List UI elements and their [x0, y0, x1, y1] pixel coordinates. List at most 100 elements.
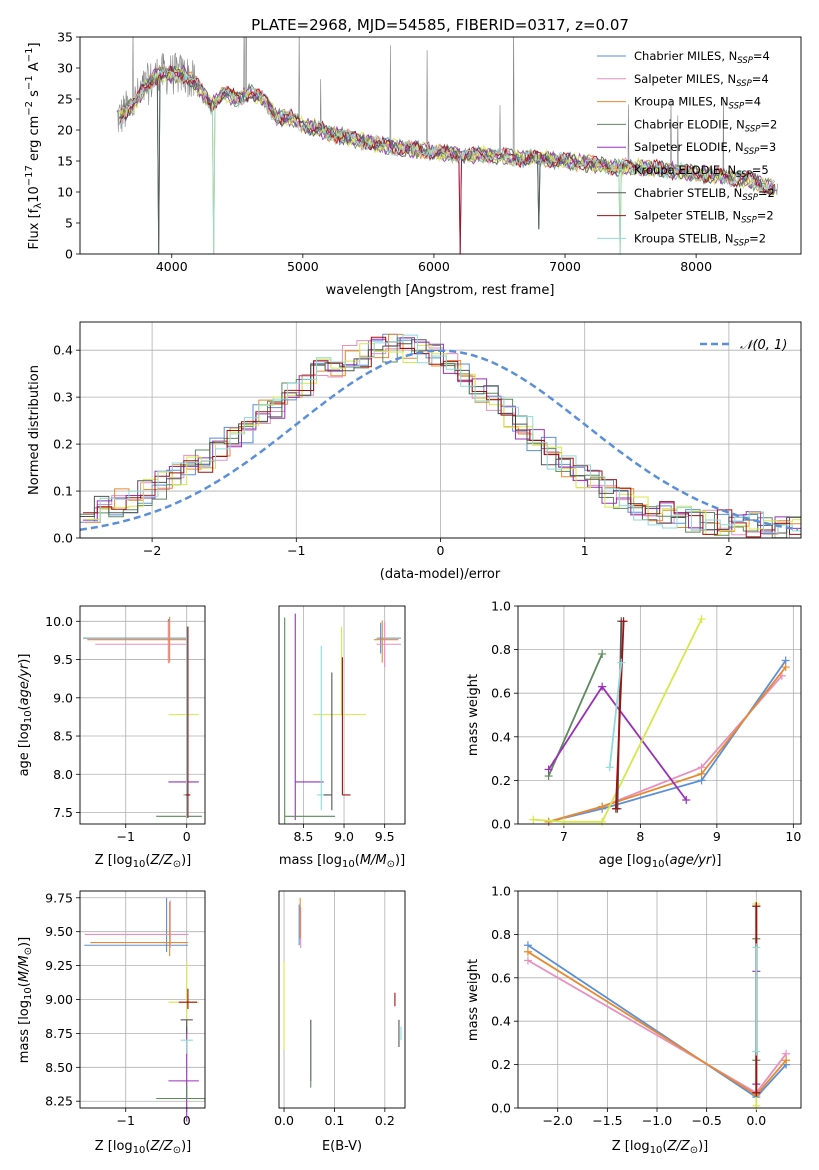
age-mass-xtick-label: 9.5 [375, 829, 395, 844]
mass-ebv-xtick-label: 0.0 [274, 1113, 294, 1128]
histogram-chabrier-stelib [80, 339, 801, 534]
mass-z-ytick-label: 9.25 [45, 958, 73, 973]
spectrum-ytick-label: 0 [65, 247, 73, 262]
age-vs-mass-plot: 8.5 9.0 9.5 [284, 606, 401, 844]
age-z-ytick-label: 9.5 [53, 652, 73, 667]
residual-xtick-label: −1 [287, 543, 305, 558]
mw-z-xtick-label: −1.5 [592, 1113, 622, 1128]
massweight-vs-age-frame [517, 605, 802, 825]
histogram-kroupa-stelib [85, 334, 801, 534]
mw-age-line-salpeter-stelib [615, 621, 625, 809]
mass-vs-ebv-x-label: E(B-V) [322, 1139, 362, 1154]
mw-age-ytick-label: 0.8 [491, 642, 511, 657]
normal-curve-line [80, 349, 799, 532]
legend-label-salpeter-miles: Salpeter MILES, NSSP=4 [634, 72, 769, 89]
mw-age-ytick-label: 0.4 [491, 729, 511, 744]
legend-label-chabrier-miles: Chabrier MILES, NSSP=4 [634, 49, 770, 66]
mass-vs-metallicity-x-label: Z [log10(Z/Z⊙)] [95, 1139, 192, 1156]
age-z-ytick-label: 8.5 [53, 729, 73, 744]
mw-age-xtick-label: 10 [785, 829, 801, 844]
spectrum-ytick-label: 30 [57, 61, 73, 76]
residual-ytick-label: 0.3 [53, 390, 73, 405]
spectrum-y-label: Flux [fλ10−17 erg cm−2 s−1 A−1] [24, 42, 44, 249]
age-mass-xtick-label: 8.5 [293, 829, 313, 844]
spectrum-legend: Chabrier MILES, NSSP=4 Salpeter MILES, NS… [597, 49, 777, 248]
mw-age-line-kroupa-stelib [608, 662, 623, 768]
mw-age-point-kroupa-stelib [605, 763, 614, 772]
spectrum-lines [116, 37, 778, 254]
legend-label-chabrier-elodie: Chabrier ELODIE, NSSP=2 [634, 117, 777, 134]
model-spectrum-salpeter-stelib [119, 65, 776, 254]
legend-label-kroupa-elodie: Kroupa ELODIE, NSSP=5 [634, 163, 769, 180]
massweight-age-y-label: mass weight [466, 674, 481, 756]
mw-z-ytick-label: 0.8 [491, 927, 511, 942]
mass-vs-metallicity-frame [79, 890, 206, 1109]
age-vs-mass-x-label: mass [log10(M/M⊙)] [279, 853, 405, 870]
spectrum-xtick-label: 8000 [680, 259, 712, 274]
mw-z-point-salpeter-stelib [752, 1088, 761, 1097]
normal-legend-label: 𝒩(0, 1) [740, 338, 787, 353]
figure-title: PLATE=2968, MJD=54585, FIBERID=0317, z=0… [251, 16, 629, 34]
mw-age-ytick-label: 0.0 [491, 817, 511, 832]
residual-ytick-label: 0.0 [53, 531, 73, 546]
mw-age-point-kroupa-stelib [617, 658, 626, 667]
mw-z-ytick-label: 1.0 [491, 884, 511, 899]
spectrum-frame [79, 36, 802, 255]
spectrum-ytick-label: 35 [57, 30, 73, 45]
age-z-xtick-label: −1 [117, 829, 135, 844]
mw-z-xtick-label: 0.0 [746, 1113, 766, 1128]
age-vs-metallicity-x-label: Z [log10(Z/Z⊙)] [95, 853, 192, 870]
mw-age-point-chabrier-elodie [598, 649, 607, 658]
mw-age-point-salpeter-stelib [611, 804, 620, 813]
spectrum-xtick-label: 6000 [418, 259, 450, 274]
mass-vs-metallicity-plot: −108.258.508.759.009.259.509.75 [45, 890, 205, 1128]
mw-age-ytick-label: 0.2 [491, 773, 511, 788]
spectrum-plot: 4000 5000 6000 7000 8000 0 5 10 15 20 25 30 35 [57, 30, 778, 274]
spectrum-xtick-label: 7000 [549, 259, 581, 274]
massweight-vs-age-x-label: age [log10(age/yr)] [599, 853, 722, 870]
mass-z-ytick-label: 8.75 [45, 1026, 73, 1041]
mw-age-point-salpeter-elodie [682, 796, 691, 805]
legend-label-salpeter-elodie: Salpeter ELODIE, NSSP=3 [634, 140, 776, 157]
age-vs-mass-frame [278, 605, 406, 825]
legend-label-kroupa-miles: Kroupa MILES, NSSP=4 [634, 95, 761, 112]
mw-z-xtick-label: −2.0 [543, 1113, 573, 1128]
mass-z-ytick-label: 9.75 [45, 890, 73, 905]
mass-y-label: mass [log10(M/M⊙)] [17, 937, 34, 1063]
model-spectrum-salpeter-elodie [119, 64, 776, 254]
residual-x-label: (data-model)/error [380, 567, 501, 582]
residual-xtick-label: 1 [581, 543, 589, 558]
spectrum-ytick-label: 25 [57, 92, 73, 107]
spectrum-ytick-label: 5 [65, 216, 73, 231]
mass-z-ytick-label: 9.50 [45, 924, 73, 939]
mw-age-point-kroupa-miles [598, 802, 607, 811]
mw-z-xtick-label: −0.5 [691, 1113, 721, 1128]
residual-xtick-label: 2 [725, 543, 733, 558]
age-z-ytick-label: 9.0 [53, 690, 73, 705]
residual-xtick-label: 0 [437, 543, 445, 558]
mass-z-ytick-label: 8.50 [45, 1060, 73, 1075]
mw-z-ytick-label: 0.2 [491, 1057, 511, 1072]
mw-age-line-kroupa-elodie [533, 618, 703, 823]
residual-ytick-label: 0.4 [53, 343, 73, 358]
residual-xtick-label: −2 [143, 543, 161, 558]
mass-z-ytick-label: 8.25 [45, 1094, 73, 1109]
spectrum-ytick-label: 10 [57, 185, 73, 200]
age-z-ytick-label: 8.0 [53, 767, 73, 782]
mw-age-ytick-label: 1.0 [491, 599, 511, 614]
massweight-z-y-label: mass weight [466, 959, 481, 1041]
residual-y-label: Normed distribution [27, 365, 42, 495]
mass-vs-ebv-frame [278, 890, 406, 1109]
mw-z-point-salpeter-stelib [752, 902, 761, 911]
mw-age-point-salpeter-elodie [544, 765, 553, 774]
legend-label-kroupa-stelib: Kroupa STELIB, NSSP=2 [634, 231, 766, 248]
model-spectrum-kroupa-stelib [118, 67, 776, 254]
mw-age-line-kroupa-miles [548, 666, 787, 823]
spectrum-ytick-label: 15 [57, 154, 73, 169]
spectrum-ytick-label: 20 [57, 123, 73, 138]
mw-age-xtick-label: 9 [713, 829, 721, 844]
mw-z-point-kroupa-miles [523, 947, 532, 956]
mass-z-xtick-label: −1 [117, 1113, 135, 1128]
spectrum-x-label: wavelength [Angstrom, rest frame] [326, 283, 555, 298]
